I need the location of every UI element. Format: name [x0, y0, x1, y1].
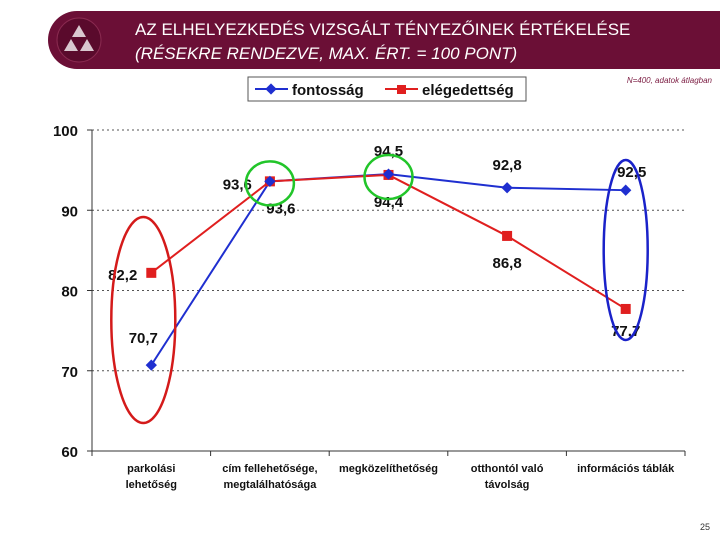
highlight-ellipse-red — [110, 215, 177, 425]
y-tick-label: 90 — [61, 203, 78, 220]
page-title: AZ ELHELYEZKEDÉS VIZSGÁLT TÉNYEZŐINEK ÉR… — [135, 20, 631, 39]
y-tick-label: 60 — [61, 444, 78, 461]
highlight-ellipse-blue — [602, 158, 649, 342]
title-banner: AZ ELHELYEZKEDÉS VIZSGÁLT TÉNYEZŐINEK ÉR… — [48, 11, 720, 69]
data-point-fontossag — [145, 359, 157, 371]
data-label-fontossag: 93,6 — [223, 176, 252, 193]
y-tick-label: 80 — [61, 284, 78, 301]
page-subtitle: (RÉSEKRE RENDEZVE, MAX. ÉRT. = 100 PONT) — [135, 44, 518, 63]
legend-label-elegedettseg: elégedettség — [422, 82, 514, 99]
x-tick-label: megközelíthetőség — [339, 463, 438, 475]
x-tick-label: cím fellehetősége, megtalálhatósága — [222, 463, 317, 491]
y-tick-label: 70 — [61, 364, 78, 381]
sample-note: N=400, adatok átlagban — [626, 76, 712, 85]
plot-area: 60 70 80 90 100 parkolási lehetőség cím fellehe… — [53, 123, 686, 491]
data-point-fontossag — [264, 175, 276, 188]
x-tick-label: információs táblák — [577, 463, 675, 475]
data-label-elegedettseg: 86,8 — [492, 255, 521, 272]
data-point-fontossag — [501, 182, 513, 194]
data-point-elegedettseg — [620, 303, 631, 314]
highlight-ellipse-green — [244, 160, 296, 207]
data-label-fontossag: 70,7 — [129, 330, 158, 347]
x-tick-label: parkolási lehetőség — [126, 463, 177, 491]
data-point-fontossag — [382, 168, 395, 180]
chart-legend: fontosság elégedettség — [247, 76, 527, 102]
data-point-elegedettseg — [502, 230, 513, 241]
data-label-fontossag: 92,8 — [492, 157, 521, 174]
page-number: 25 — [699, 522, 710, 532]
data-label-fontossag: 92,5 — [617, 164, 646, 181]
y-tick-label: 100 — [53, 123, 78, 140]
data-point-elegedettseg — [146, 267, 157, 278]
legend-label-fontossag: fontosság — [292, 82, 364, 99]
company-logo-icon — [56, 17, 102, 63]
data-point-fontossag — [620, 184, 632, 196]
x-tick-label: otthontól való távolság — [471, 463, 544, 491]
highlight-ellipse-green — [363, 153, 414, 201]
legend-marker-elegedettseg — [397, 85, 406, 94]
